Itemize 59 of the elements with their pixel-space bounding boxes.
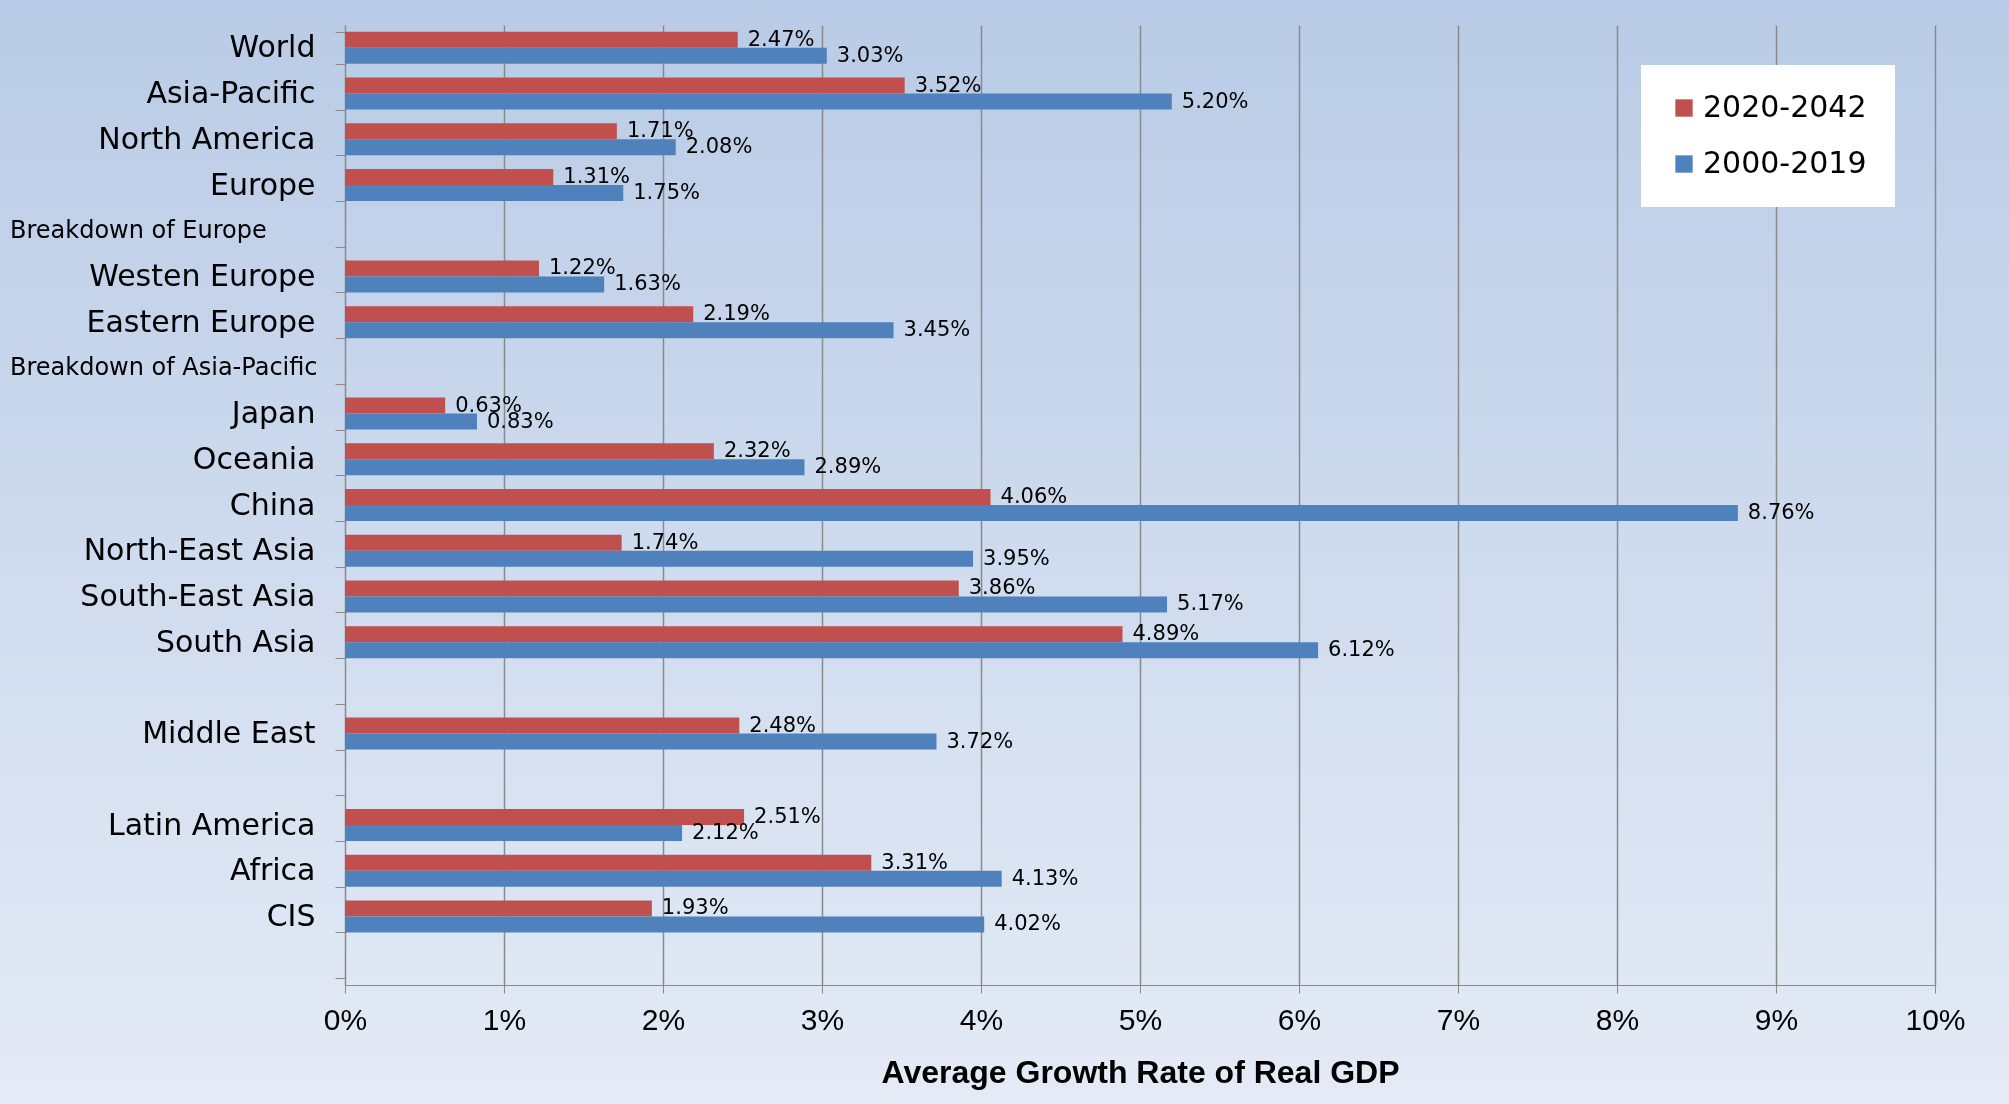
y-tick-label: China xyxy=(229,486,316,522)
y-tick-label: South Asia xyxy=(155,623,316,659)
data-label: 3.52% xyxy=(914,72,982,97)
data-label: 4.06% xyxy=(1000,484,1068,508)
legend-label: 2020-2042 xyxy=(1703,89,1867,124)
y-tick-label: South-East Asia xyxy=(80,577,316,613)
y-tick-label: Europe xyxy=(210,166,316,202)
x-tick-label: 5% xyxy=(1118,1002,1163,1036)
text: Breakdown of Asia-Pacific xyxy=(10,352,318,381)
x-axis-title: Average Growth Rate of Real GDP xyxy=(881,1053,1400,1090)
y-tick-label: Middle East xyxy=(142,715,316,751)
x-tick-label: 4% xyxy=(959,1002,1004,1036)
data-label: 1.75% xyxy=(633,180,700,204)
y-tick-label: Africa xyxy=(229,852,316,888)
x-tick-label: 8% xyxy=(1595,1002,1640,1036)
y-tick-label: North-East Asia xyxy=(83,532,316,568)
data-label: 2.48% xyxy=(749,712,817,737)
x-tick-label: 10% xyxy=(1905,1002,1966,1036)
data-label: 1.22% xyxy=(548,255,616,280)
x-tick-label: 2% xyxy=(641,1002,686,1036)
y-tick-label: Latin America xyxy=(108,806,316,842)
data-label: 4.13% xyxy=(1011,865,1079,890)
data-label: 3.03% xyxy=(836,42,904,67)
data-label: 4.89% xyxy=(1132,621,1200,646)
data-label: 1.63% xyxy=(614,271,681,296)
data-label: 2.32% xyxy=(723,438,791,463)
x-tick-label: 7% xyxy=(1436,1002,1481,1036)
x-tick-label: 6% xyxy=(1277,1002,1322,1036)
data-label: 5.17% xyxy=(1177,591,1244,616)
x-tick-label: 3% xyxy=(800,1002,845,1036)
y-tick-label: CIS xyxy=(266,897,316,933)
data-label: 1.93% xyxy=(661,895,729,920)
x-tick-label: 9% xyxy=(1754,1002,1799,1036)
data-label: 3.72% xyxy=(946,728,1014,753)
legend-label: 2000-2019 xyxy=(1703,145,1867,180)
data-label: 3.86% xyxy=(968,575,1036,600)
y-tick-label: Oceania xyxy=(192,440,316,476)
data-label: 2.51% xyxy=(754,804,821,828)
text: Breakdown of Europe xyxy=(10,215,267,244)
y-tick-label: World xyxy=(229,29,316,65)
y-tick-label: Eastern Europe xyxy=(86,303,316,339)
data-label: 6.12% xyxy=(1328,637,1395,662)
y-tick-label: Westen Europe xyxy=(89,257,316,293)
data-label: 3.95% xyxy=(983,545,1050,570)
data-label: 1.31% xyxy=(563,164,631,188)
y-tick-label: North America xyxy=(98,120,316,156)
data-label: 2.47% xyxy=(747,26,815,51)
data-label: 2.89% xyxy=(814,454,882,479)
data-label: 3.45% xyxy=(903,317,971,342)
x-tick-label: 1% xyxy=(482,1002,527,1036)
x-tick-label: 0% xyxy=(323,1002,368,1036)
y-tick-label: Asia-Pacific xyxy=(146,75,316,111)
data-label: 3.31% xyxy=(881,849,949,874)
data-label: 2.19% xyxy=(703,301,770,326)
data-label: 5.20% xyxy=(1181,88,1249,113)
data-label: 1.74% xyxy=(631,529,699,554)
y-tick-label: Japan xyxy=(229,395,316,431)
data-label: 4.02% xyxy=(994,911,1061,936)
data-label: 8.76% xyxy=(1747,500,1815,524)
